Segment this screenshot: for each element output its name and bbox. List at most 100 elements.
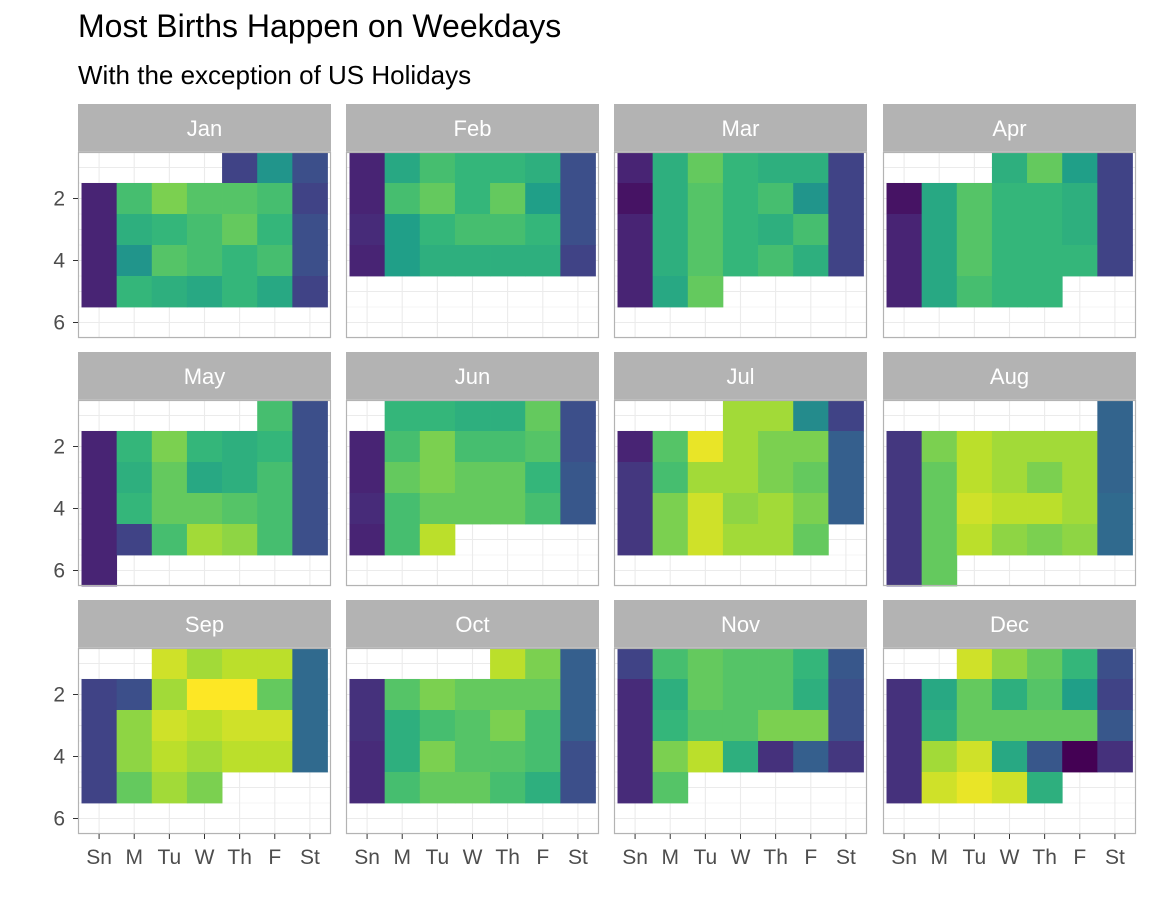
heat-cell bbox=[454, 710, 491, 742]
heat-cell bbox=[560, 462, 596, 494]
heat-cell bbox=[490, 214, 526, 246]
heat-cell bbox=[793, 183, 829, 215]
heat-cell bbox=[384, 431, 421, 463]
facet-strip bbox=[883, 352, 1136, 400]
heat-cell bbox=[828, 245, 864, 277]
heat-cell bbox=[991, 679, 1028, 711]
heat-cell bbox=[991, 524, 1028, 556]
heat-cell bbox=[419, 462, 456, 494]
heat-cell bbox=[886, 555, 923, 587]
heat-cell bbox=[722, 710, 759, 742]
heat-cell bbox=[1097, 462, 1133, 494]
heat-cell bbox=[722, 183, 759, 215]
heat-cell bbox=[1097, 214, 1133, 246]
heat-cell bbox=[991, 214, 1028, 246]
heat-cell bbox=[793, 245, 829, 277]
heat-cell bbox=[454, 183, 491, 215]
facet-label: Oct bbox=[455, 612, 489, 637]
heat-cell bbox=[81, 679, 118, 711]
heat-cell bbox=[151, 679, 188, 711]
facet-jun: Jun bbox=[345, 352, 600, 587]
heat-cell bbox=[956, 431, 993, 463]
heat-cell bbox=[828, 214, 864, 246]
heat-cell bbox=[151, 772, 188, 804]
heat-cell bbox=[384, 493, 421, 525]
x-tick-label: F bbox=[536, 846, 549, 869]
heat-cell bbox=[828, 152, 864, 184]
heat-cell bbox=[722, 400, 759, 432]
heat-cell bbox=[652, 152, 689, 184]
heat-cell bbox=[454, 400, 491, 432]
heat-cell bbox=[617, 276, 654, 308]
heat-cell bbox=[758, 152, 794, 184]
heat-cell bbox=[828, 741, 864, 773]
heat-cell bbox=[151, 431, 188, 463]
heat-cell bbox=[1097, 524, 1133, 556]
heat-cell bbox=[419, 400, 456, 432]
heat-cell bbox=[454, 741, 491, 773]
heat-cell bbox=[991, 152, 1028, 184]
heat-cell bbox=[617, 431, 654, 463]
heat-cell bbox=[81, 710, 118, 742]
heat-cell bbox=[687, 679, 724, 711]
heat-cell bbox=[793, 679, 829, 711]
heat-cell bbox=[292, 214, 328, 246]
heat-cell bbox=[886, 431, 923, 463]
heat-cell bbox=[186, 710, 223, 742]
heat-cell bbox=[454, 462, 491, 494]
heat-cell bbox=[384, 679, 421, 711]
heat-cell bbox=[886, 462, 923, 494]
heat-cell bbox=[560, 431, 596, 463]
x-tick-label: St bbox=[300, 846, 320, 869]
heat-cell bbox=[617, 524, 654, 556]
x-tick-label: W bbox=[731, 846, 751, 869]
heat-cell bbox=[151, 245, 188, 277]
heat-cell bbox=[652, 741, 689, 773]
heat-cell bbox=[384, 772, 421, 804]
heat-cell bbox=[1062, 679, 1098, 711]
heat-cell bbox=[292, 431, 328, 463]
heat-cell bbox=[81, 741, 118, 773]
heat-cell bbox=[257, 431, 293, 463]
heat-cell bbox=[257, 524, 293, 556]
heat-cell bbox=[116, 183, 153, 215]
heat-cell bbox=[525, 648, 561, 680]
heat-cell bbox=[419, 214, 456, 246]
heat-cell bbox=[722, 431, 759, 463]
heat-cell bbox=[1027, 462, 1063, 494]
y-tick-label: 2 bbox=[53, 684, 65, 707]
facet-strip bbox=[883, 600, 1136, 648]
heat-cell bbox=[560, 245, 596, 277]
heat-cell bbox=[419, 710, 456, 742]
x-tick-label: Sn bbox=[622, 846, 648, 869]
heat-cell bbox=[687, 152, 724, 184]
heat-cell bbox=[921, 493, 958, 525]
heat-cell bbox=[384, 524, 421, 556]
heat-cell bbox=[793, 462, 829, 494]
heat-cell bbox=[956, 276, 993, 308]
facet-oct: Oct Sn M Tu W Th F St bbox=[345, 600, 600, 869]
heat-cell bbox=[81, 462, 118, 494]
heat-cell bbox=[793, 648, 829, 680]
heat-cell bbox=[525, 400, 561, 432]
heat-cell bbox=[222, 431, 258, 463]
heat-cell bbox=[186, 245, 223, 277]
facet-may: May 2 4 6 bbox=[53, 352, 332, 587]
heat-cell bbox=[490, 772, 526, 804]
heat-cell bbox=[257, 214, 293, 246]
heat-cell bbox=[560, 400, 596, 432]
heat-cell bbox=[81, 276, 118, 308]
facet-label: Jul bbox=[726, 364, 754, 389]
heat-cell bbox=[454, 679, 491, 711]
heat-cell bbox=[617, 772, 654, 804]
heat-cell bbox=[116, 276, 153, 308]
heat-cell bbox=[186, 679, 223, 711]
heat-cell bbox=[758, 183, 794, 215]
x-tick-label: W bbox=[1000, 846, 1020, 869]
heat-cell bbox=[560, 152, 596, 184]
facet-jan: Jan 2 4 6 bbox=[53, 104, 332, 339]
heat-cell bbox=[257, 710, 293, 742]
heat-cell bbox=[525, 462, 561, 494]
heat-cell bbox=[1062, 493, 1098, 525]
